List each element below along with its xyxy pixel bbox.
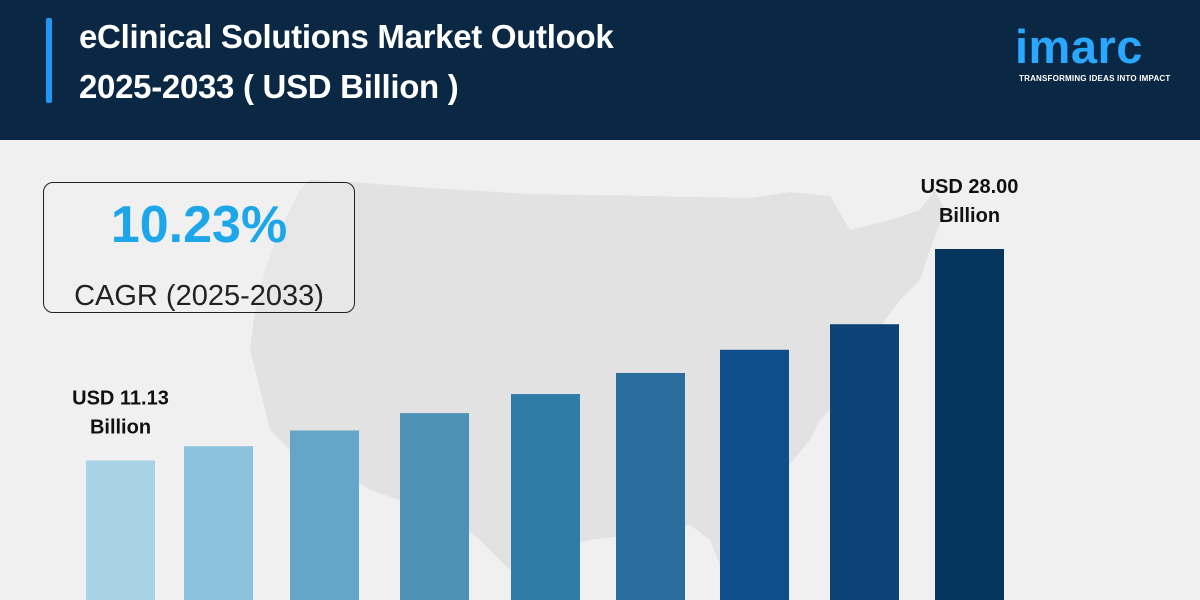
header-banner: eClinical Solutions Market Outlook 2025-… [0,0,1200,140]
bar-value-label-1-line-2: Billion [90,416,151,438]
cagr-value: 10.23% [110,196,288,254]
logo-wordmark: imarc [1015,20,1143,73]
bar-8 [830,324,899,600]
bar-2 [184,446,253,600]
bar-1 [86,460,155,600]
bar-3 [290,430,359,600]
bar-9 [935,249,1004,600]
title-line-1: eClinical Solutions Market Outlook [79,18,614,55]
bar-value-label-9-line-1: USD 28.00 [921,176,1019,198]
cagr-box: 10.23% CAGR (2025-2033) [43,182,355,313]
cagr-label: CAGR (2025-2033) [74,280,324,312]
accent-bar [46,18,52,103]
bar-5 [511,394,580,600]
page-title: eClinical Solutions Market Outlook 2025-… [79,12,614,112]
bar-value-label-1-line-1: USD 11.13 [72,387,169,409]
title-line-2: 2025-2033 ( USD Billion ) [79,68,459,105]
logo-tagline: TRANSFORMING IDEAS INTO IMPACT [1019,74,1171,83]
bar-7 [720,349,789,600]
bar-value-label-9-line-2: Billion [939,205,1000,227]
bar-4 [400,413,469,600]
imarc-logo: imarc TRANSFORMING IDEAS INTO IMPACT [1015,18,1175,88]
bar-6 [616,372,685,600]
